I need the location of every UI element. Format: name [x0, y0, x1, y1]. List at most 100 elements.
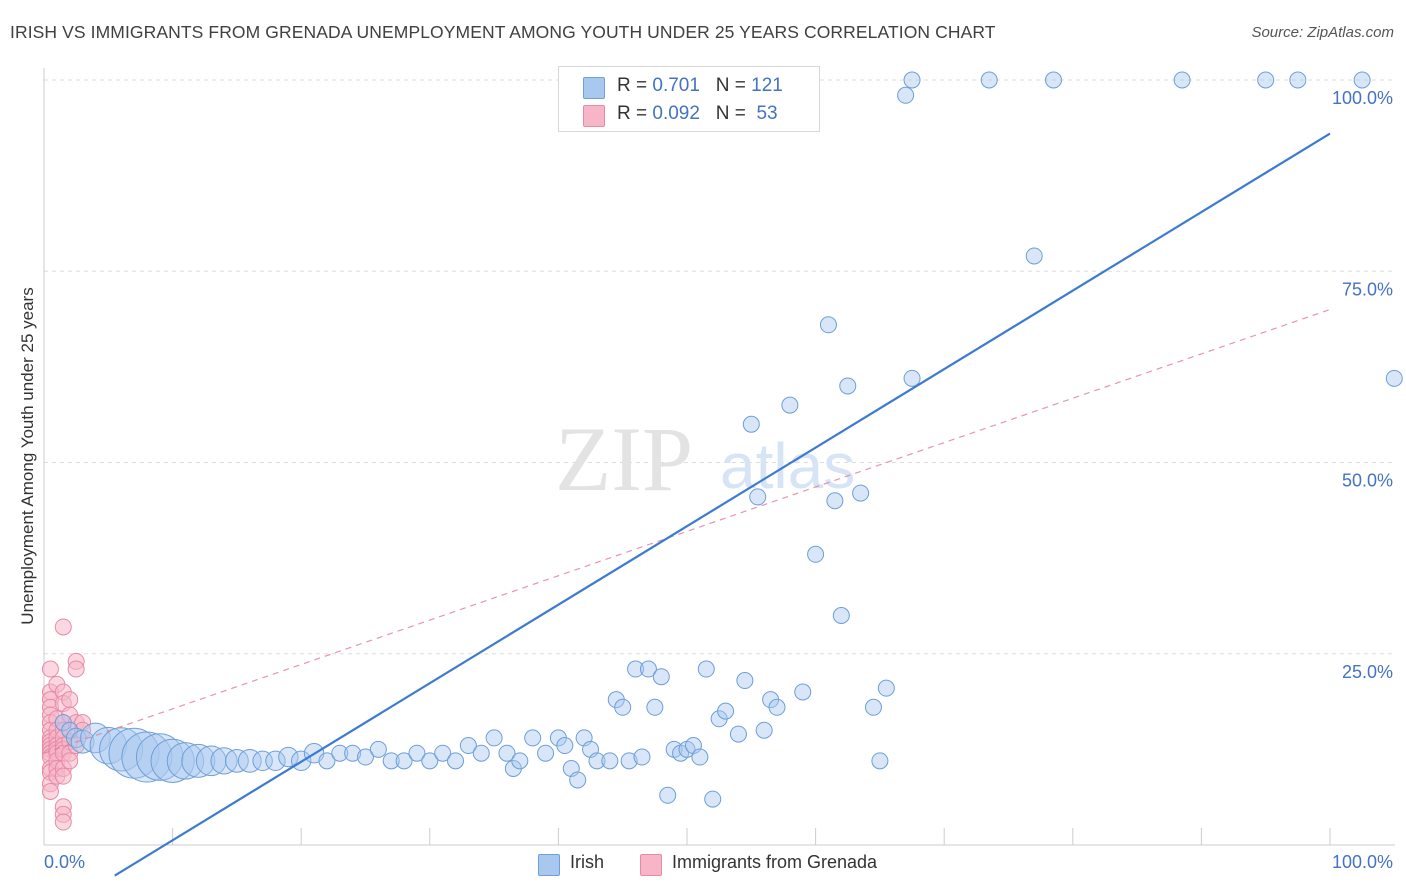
irish-point	[210, 747, 238, 775]
irish-point	[864, 698, 882, 716]
irish-point	[556, 737, 574, 755]
legend-grenada-n-label: N =	[715, 103, 746, 124]
irish-point	[511, 752, 529, 770]
legend-irish-r-value: 0.701	[652, 75, 700, 96]
legend-swatch-irish	[583, 77, 605, 99]
irish-point	[447, 752, 465, 770]
irish-point	[980, 71, 998, 89]
irish-point	[871, 752, 889, 770]
irish-point	[614, 698, 632, 716]
irish-point	[781, 396, 799, 414]
x-tick-label-min: 0.0%	[44, 852, 85, 872]
irish-point	[498, 744, 516, 762]
irish-point	[1289, 71, 1307, 89]
irish-point	[537, 744, 555, 762]
legend-irish-n-value: 121	[751, 75, 783, 96]
irish-point	[150, 738, 195, 783]
irish-points	[54, 71, 1403, 808]
irish-point	[121, 731, 173, 783]
y-axis-label: Unemployment Among Youth under 25 years	[18, 287, 37, 624]
bottom-legend-swatch-grenada	[640, 854, 662, 876]
irish-point	[691, 748, 709, 766]
irish-point	[826, 492, 844, 510]
irish-point	[736, 672, 754, 690]
bottom-legend-label-irish: Irish	[570, 852, 605, 872]
irish-point	[768, 698, 786, 716]
watermark: ZIP atlas	[555, 408, 855, 510]
legend-grenada-r-label: R =	[617, 103, 648, 124]
irish-point	[897, 86, 915, 104]
trendlines	[43, 132, 1331, 877]
irish-point	[395, 752, 413, 770]
irish-point	[877, 679, 895, 697]
irish-point	[357, 748, 374, 766]
irish-point	[588, 752, 606, 770]
irish-point	[331, 744, 349, 762]
irish-point	[627, 660, 645, 678]
irish-point	[601, 752, 619, 770]
irish-point	[903, 71, 921, 89]
grenada-point	[61, 752, 79, 770]
irish-point	[569, 771, 587, 789]
irish-point	[652, 668, 670, 686]
irish-point	[278, 746, 299, 768]
legend-box: R = 0.701 N = 121 R = 0.092 N = 53	[558, 66, 820, 132]
watermark-zip: ZIP	[555, 408, 693, 510]
y-tick-label: 25.0%	[1342, 662, 1393, 682]
irish-point	[1025, 247, 1043, 265]
grenada-trendline	[43, 308, 1331, 754]
irish-point	[434, 744, 452, 762]
legend-irish-r-label: R =	[617, 75, 648, 96]
irish-point	[80, 722, 111, 754]
bottom-legend-swatch-irish	[538, 854, 560, 876]
irish-point	[852, 484, 870, 502]
irish-point	[237, 748, 262, 773]
irish-point	[620, 752, 638, 770]
irish-point	[225, 748, 249, 773]
irish-point	[819, 316, 837, 334]
irish-point	[697, 660, 715, 678]
x-tick-label-max: 100.0%	[1332, 852, 1393, 872]
irish-point	[318, 752, 336, 770]
grenada-point	[41, 782, 59, 800]
irish-point	[794, 683, 812, 701]
irish-point	[408, 744, 426, 762]
grenada-point	[61, 691, 79, 709]
grenada-point	[54, 618, 72, 636]
irish-point	[1353, 71, 1371, 89]
irish-point	[472, 744, 490, 762]
irish-point	[659, 786, 677, 804]
irish-point	[832, 607, 850, 624]
irish-point	[485, 729, 503, 747]
grenada-point	[67, 737, 85, 755]
irish-point	[749, 488, 767, 506]
irish-point	[742, 415, 760, 433]
irish-point	[181, 743, 216, 778]
irish-point	[729, 725, 747, 743]
grenada-point	[54, 767, 72, 785]
irish-point	[369, 740, 387, 758]
bottom-legend-label-grenada: Immigrants from Grenada	[672, 852, 878, 872]
irish-point	[524, 729, 542, 747]
source-label: Source: ZipAtlas.com	[1251, 24, 1394, 41]
chart-title: IRISH VS IMMIGRANTS FROM GRENADA UNEMPLO…	[10, 22, 996, 42]
irish-trendline	[114, 132, 1331, 877]
grenada-point	[54, 813, 72, 831]
y-tick-label: 75.0%	[1342, 279, 1393, 299]
irish-point	[135, 733, 184, 781]
irish-point	[265, 750, 286, 772]
y-tick-label: 100.0%	[1332, 88, 1393, 108]
irish-point	[903, 369, 921, 387]
axis-layer: 25.0% 50.0% 75.0% 100.0% 0.0% 100.0%	[44, 88, 1393, 872]
irish-point	[807, 545, 825, 563]
grenada-point	[67, 660, 85, 678]
irish-point	[1173, 71, 1191, 89]
irish-point	[633, 748, 651, 766]
irish-point	[1045, 71, 1063, 89]
irish-point	[459, 737, 477, 755]
irish-point	[704, 790, 722, 808]
irish-point	[89, 726, 128, 765]
irish-point	[755, 721, 773, 739]
irish-point	[1257, 71, 1275, 89]
